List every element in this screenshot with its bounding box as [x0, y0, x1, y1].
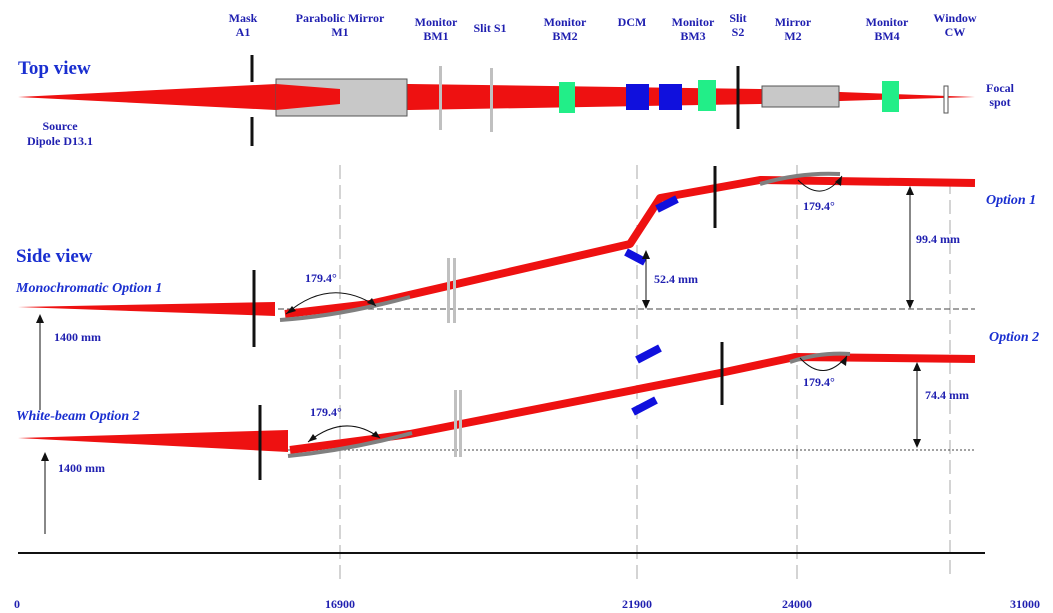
top-view-beam	[18, 84, 975, 110]
label-window-cw: Window CW	[933, 11, 976, 39]
mirror-m2-option1	[759, 171, 841, 186]
mono-option-label: Monochromatic Option 1	[15, 281, 162, 296]
source-label: Source Dipole D13.1	[27, 119, 93, 148]
label-dcm: DCM	[618, 15, 647, 29]
monitor-bm1-option2-a	[454, 390, 457, 457]
angle-m1-option1: 179.4°	[305, 271, 337, 285]
dcm-crystal-1-option2	[635, 344, 662, 364]
axis-tick-0: 0	[14, 597, 20, 611]
monitor-bm3-top	[698, 80, 716, 111]
dimension-99-4: 99.4 mm	[916, 232, 960, 246]
mirror-m1-option2	[287, 431, 413, 458]
option-1-label: Option 1	[986, 193, 1036, 208]
monitor-bm2-top	[559, 82, 575, 113]
label-monitor-bm2: Monitor BM2	[544, 15, 587, 43]
height-option1: 1400 mm	[54, 330, 101, 344]
axis-tick-24000: 24000	[782, 597, 812, 611]
focal-spot-label: Focal spot	[986, 81, 1015, 109]
label-monitor-bm3: Monitor BM3	[672, 15, 715, 43]
top-view-title: Top view	[18, 58, 91, 79]
window-cw-top	[943, 85, 949, 114]
dcm-crystal-2-option2	[631, 396, 658, 416]
axis-tick-21900: 21900	[622, 597, 652, 611]
label-monitor-bm4: Monitor BM4	[866, 15, 909, 43]
dimension-74-4: 74.4 mm	[925, 388, 969, 402]
monitor-bm1-option1-b	[453, 258, 456, 323]
monitor-bm1-option1-a	[447, 258, 450, 323]
dcm-crystal-1-top	[626, 84, 649, 110]
label-slit-s1: Slit S1	[473, 21, 506, 35]
angle-m1-option2: 179.4°	[310, 405, 342, 419]
white-option-label: White-beam Option 2	[16, 409, 140, 424]
label-parabolic-mirror-m1: Parabolic Mirror M1	[296, 11, 385, 39]
side-view-title: Side view	[16, 246, 93, 267]
mirror-m2-option2	[789, 351, 851, 364]
angle-arrowheads	[286, 176, 847, 442]
angle-m2-option1: 179.4°	[803, 199, 835, 213]
monitor-bm4-top	[882, 81, 899, 112]
axis-tick-16900: 16900	[325, 597, 355, 611]
dimension-arrows	[39, 188, 918, 534]
dcm-crystal-2-top	[659, 84, 682, 110]
mirror-m1-option1	[279, 295, 411, 322]
label-slit-s2: Slit S2	[729, 11, 746, 39]
option-1-beam	[18, 176, 976, 318]
mirror-m2-top	[761, 85, 840, 108]
slit-s1-top	[490, 68, 493, 132]
top-beam-overlay	[276, 84, 340, 110]
monitor-bm1-option2-b	[459, 390, 462, 457]
option-2-beam	[18, 353, 976, 454]
dcm-crystal-1-option1	[624, 248, 647, 266]
label-mirror-m2: Mirror M2	[775, 15, 812, 43]
axis-tick-31000: 31000	[1010, 597, 1040, 611]
dimension-52-4: 52.4 mm	[654, 272, 698, 286]
monitor-bm1-top	[439, 66, 442, 130]
option-2-label: Option 2	[989, 330, 1039, 345]
angle-m2-option2: 179.4°	[803, 375, 835, 389]
label-monitor-bm1: Monitor BM1	[415, 15, 458, 43]
dimension-arrowheads	[36, 186, 921, 461]
dcm-crystal-2-option1	[655, 195, 679, 213]
height-option2: 1400 mm	[58, 461, 105, 475]
label-mask-a1: Mask A1	[229, 11, 258, 39]
